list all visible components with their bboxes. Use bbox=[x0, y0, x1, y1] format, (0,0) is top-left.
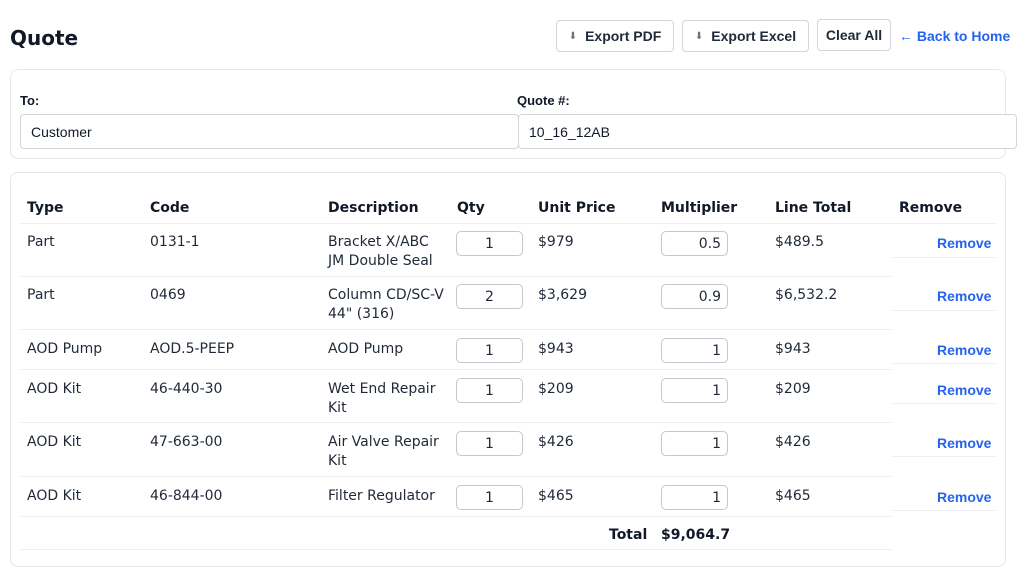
row-code: 46-440-30 bbox=[150, 381, 223, 397]
row-unit-price: $209 bbox=[538, 381, 574, 397]
row-divider bbox=[20, 329, 892, 330]
row-divider bbox=[20, 422, 892, 423]
row-type: AOD Kit bbox=[27, 488, 82, 504]
row-description: Column CD/SC-V 44" (316) bbox=[328, 287, 444, 322]
total-label: Total bbox=[609, 527, 648, 543]
qty-input[interactable]: 2 bbox=[456, 284, 523, 309]
column-header-type: Type bbox=[27, 200, 64, 216]
column-header-multiplier: Multiplier bbox=[661, 200, 738, 216]
column-header-line-total: Line Total bbox=[775, 200, 852, 216]
row-divider bbox=[20, 516, 892, 517]
remove-button[interactable]: Remove bbox=[937, 342, 992, 358]
row-line-total: $426 bbox=[775, 434, 811, 450]
row-line-total: $6,532.2 bbox=[775, 287, 838, 303]
row-unit-price: $979 bbox=[538, 234, 574, 250]
remove-button[interactable]: Remove bbox=[937, 435, 992, 451]
row-type: Part bbox=[27, 287, 55, 303]
quote-number-label: Quote #: bbox=[517, 93, 570, 108]
row-code: 46-844-00 bbox=[150, 488, 223, 504]
row-code: AOD.5-PEEP bbox=[150, 341, 235, 357]
row-type: AOD Kit bbox=[27, 381, 82, 397]
column-header-unit-price: Unit Price bbox=[538, 200, 616, 216]
remove-button[interactable]: Remove bbox=[937, 382, 992, 398]
row-unit-price: $943 bbox=[538, 341, 574, 357]
row-type: Part bbox=[27, 234, 55, 250]
qty-input[interactable]: 1 bbox=[456, 378, 523, 403]
total-value: $9,064.7 bbox=[661, 527, 731, 543]
multiplier-input[interactable]: 0.5 bbox=[661, 231, 728, 256]
row-description: Bracket X/ABC JM Double Seal bbox=[328, 234, 433, 269]
row-code: 0131-1 bbox=[150, 234, 200, 250]
column-header-code: Code bbox=[150, 200, 190, 216]
to-field[interactable]: Customer bbox=[20, 114, 519, 149]
row-divider bbox=[20, 276, 892, 277]
row-line-total: $489.5 bbox=[775, 234, 824, 250]
row-unit-price: $465 bbox=[538, 488, 574, 504]
row-code: 0469 bbox=[150, 287, 186, 303]
to-label: To: bbox=[20, 93, 40, 108]
total-divider bbox=[20, 549, 892, 550]
row-unit-price: $426 bbox=[538, 434, 574, 450]
remove-divider bbox=[892, 310, 996, 311]
row-line-total: $465 bbox=[775, 488, 811, 504]
export-pdf-label: Export PDF bbox=[585, 28, 662, 44]
row-type: AOD Kit bbox=[27, 434, 82, 450]
back-to-home-link[interactable]: ← Back to Home bbox=[899, 28, 1011, 44]
qty-input[interactable]: 1 bbox=[456, 338, 523, 363]
multiplier-input[interactable]: 1 bbox=[661, 378, 728, 403]
row-type: AOD Pump bbox=[27, 341, 103, 357]
remove-divider bbox=[892, 257, 996, 258]
pdf-file-icon: ⬇ bbox=[568, 30, 578, 42]
row-unit-price: $3,629 bbox=[538, 287, 587, 303]
remove-divider bbox=[892, 456, 996, 457]
qty-input[interactable]: 1 bbox=[456, 231, 523, 256]
row-divider bbox=[20, 369, 892, 370]
row-description: AOD Pump bbox=[328, 341, 404, 357]
clear-all-button[interactable]: Clear All bbox=[817, 19, 891, 51]
multiplier-input[interactable]: 1 bbox=[661, 338, 728, 363]
row-divider bbox=[20, 476, 892, 477]
export-pdf-button[interactable]: ⬇ Export PDF bbox=[556, 20, 674, 52]
multiplier-input[interactable]: 1 bbox=[661, 431, 728, 456]
row-description: Air Valve Repair Kit bbox=[328, 434, 439, 469]
remove-button[interactable]: Remove bbox=[937, 489, 992, 505]
column-header-remove: Remove bbox=[899, 200, 963, 216]
multiplier-input[interactable]: 0.9 bbox=[661, 284, 728, 309]
row-description: Wet End Repair Kit bbox=[328, 381, 436, 416]
multiplier-input[interactable]: 1 bbox=[661, 485, 728, 510]
remove-divider bbox=[892, 403, 996, 404]
remove-divider bbox=[892, 510, 996, 511]
row-description: Filter Regulator bbox=[328, 488, 435, 504]
qty-input[interactable]: 1 bbox=[456, 485, 523, 510]
remove-divider bbox=[892, 363, 996, 364]
page-title: Quote bbox=[10, 26, 79, 50]
export-excel-button[interactable]: ⬇ Export Excel bbox=[682, 20, 809, 52]
column-header-description: Description bbox=[328, 200, 419, 216]
remove-button[interactable]: Remove bbox=[937, 235, 992, 251]
column-header-qty: Qty bbox=[457, 200, 485, 216]
row-line-total: $943 bbox=[775, 341, 811, 357]
qty-input[interactable]: 1 bbox=[456, 431, 523, 456]
quote-number-field[interactable]: 10_16_12AB bbox=[518, 114, 1017, 149]
row-code: 47-663-00 bbox=[150, 434, 223, 450]
excel-file-icon: ⬇ bbox=[694, 30, 704, 42]
export-excel-label: Export Excel bbox=[711, 28, 797, 44]
header-divider bbox=[20, 223, 996, 224]
remove-button[interactable]: Remove bbox=[937, 288, 992, 304]
row-line-total: $209 bbox=[775, 381, 811, 397]
